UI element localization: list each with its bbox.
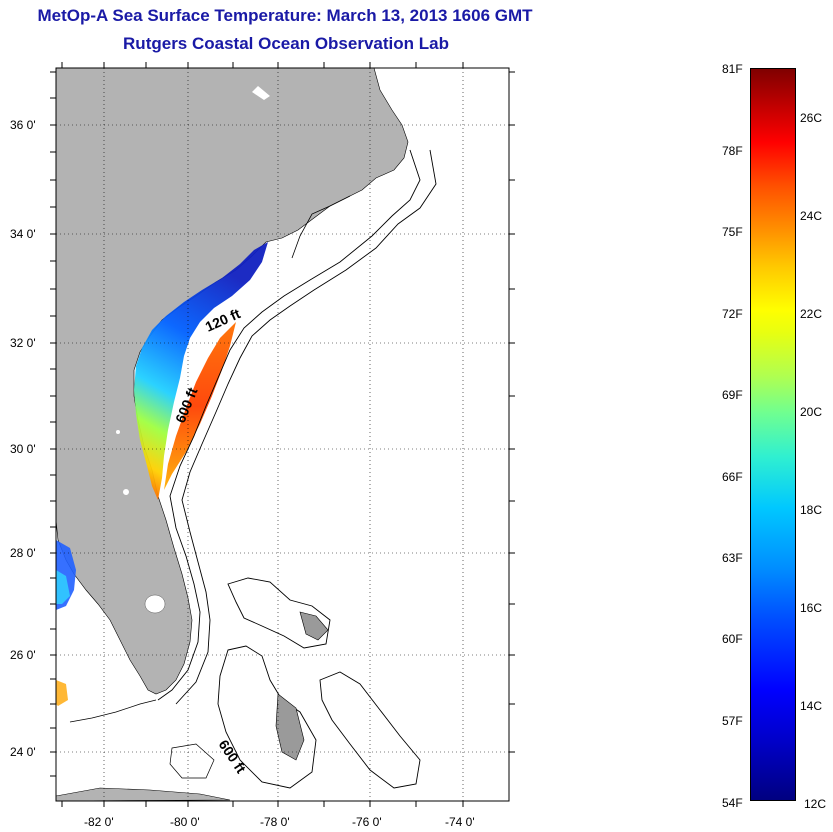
colorbar-c-label: 24C — [800, 209, 823, 223]
bahamas-bank-great — [217, 645, 317, 789]
lake-okeechobee — [144, 594, 166, 614]
lat-label: 30 0' — [10, 442, 36, 456]
lake — [123, 489, 129, 495]
cuba-coast — [56, 787, 231, 801]
map-subtitle: Rutgers Coastal Ocean Observation Lab — [123, 34, 449, 53]
lon-label: -76 0' — [352, 815, 382, 829]
colorbar-f-label: 81F — [722, 62, 743, 76]
bahamas-andros — [275, 693, 305, 761]
colorbar-f-label: 57F — [722, 714, 743, 728]
lon-label: -82 0' — [84, 815, 114, 829]
map-frame — [55, 67, 510, 802]
lat-label: 32 0' — [10, 336, 36, 350]
sst-gulf-patch-cyan — [56, 570, 70, 604]
colorbar-f-label: 75F — [722, 225, 743, 239]
lat-label: 34 0' — [10, 227, 36, 241]
shelf-edge-contour — [291, 195, 351, 259]
colorbar-f-label: 63F — [722, 551, 743, 565]
colorbar-c-label: 22C — [800, 307, 823, 321]
map-title: MetOp-A Sea Surface Temperature: March 1… — [37, 6, 533, 25]
colorbar-c-label: 20C — [800, 405, 823, 419]
contour-600ft — [175, 149, 437, 705]
colorbar-c-label: 16C — [800, 601, 823, 615]
lat-label: 26 0' — [10, 648, 36, 662]
axis-ticks — [50, 62, 515, 807]
colorbar-c-label: 26C — [800, 111, 823, 125]
florida-keys — [69, 699, 157, 723]
colorbar-f-label: 54F — [722, 796, 743, 810]
bahamas-outer-contour — [169, 743, 215, 779]
colorbar-f-label: 69F — [722, 388, 743, 402]
sound — [252, 86, 270, 100]
colorbar-f-label: 66F — [722, 470, 743, 484]
sst-warm-front — [164, 322, 236, 490]
colorbar-f-label: 60F — [722, 632, 743, 646]
sst-gulf-patch-warm — [56, 680, 68, 706]
bahamas-grand-island — [299, 611, 329, 641]
colorbar-f-label: 72F — [722, 307, 743, 321]
lat-label: 24 0' — [10, 745, 36, 759]
temperature-colorbar — [750, 68, 796, 801]
bahamas-bank-little — [227, 577, 331, 649]
colorbar-c-label: 12C — [804, 797, 827, 811]
contour-120ft — [157, 149, 421, 701]
colorbar-f-label: 78F — [722, 144, 743, 158]
sst-shelf-band — [134, 242, 268, 500]
lake — [116, 430, 120, 434]
lon-label: -78 0' — [260, 815, 290, 829]
colorbar-c-label: 18C — [800, 503, 823, 517]
lat-label: 28 0' — [10, 546, 36, 560]
lon-label: -80 0' — [170, 815, 200, 829]
lon-label: -74 0' — [445, 815, 475, 829]
bahamas-exuma-bank — [319, 671, 421, 789]
colorbar-c-label: 14C — [800, 699, 823, 713]
lat-label: 36 0' — [10, 118, 36, 132]
